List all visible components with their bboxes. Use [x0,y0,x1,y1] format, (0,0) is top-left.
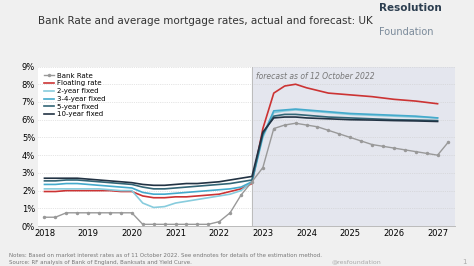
Text: @resfoundation: @resfoundation [332,260,382,265]
Text: Foundation: Foundation [379,27,434,37]
Text: forecast as of 12 October 2022: forecast as of 12 October 2022 [256,72,375,81]
Legend: Bank Rate, Floating rate, 2-year fixed, 3-4-year fixed, 5-year fixed, 10-year fi: Bank Rate, Floating rate, 2-year fixed, … [41,70,109,120]
Text: Bank Rate and average mortgage rates, actual and forecast: UK: Bank Rate and average mortgage rates, ac… [38,16,373,26]
Text: Notes: Based on market interest rates as of 11 October 2022. See endnotes for de: Notes: Based on market interest rates as… [9,253,322,265]
Text: 1: 1 [463,259,467,265]
Text: Resolution: Resolution [379,3,442,13]
Bar [252,66,455,226]
